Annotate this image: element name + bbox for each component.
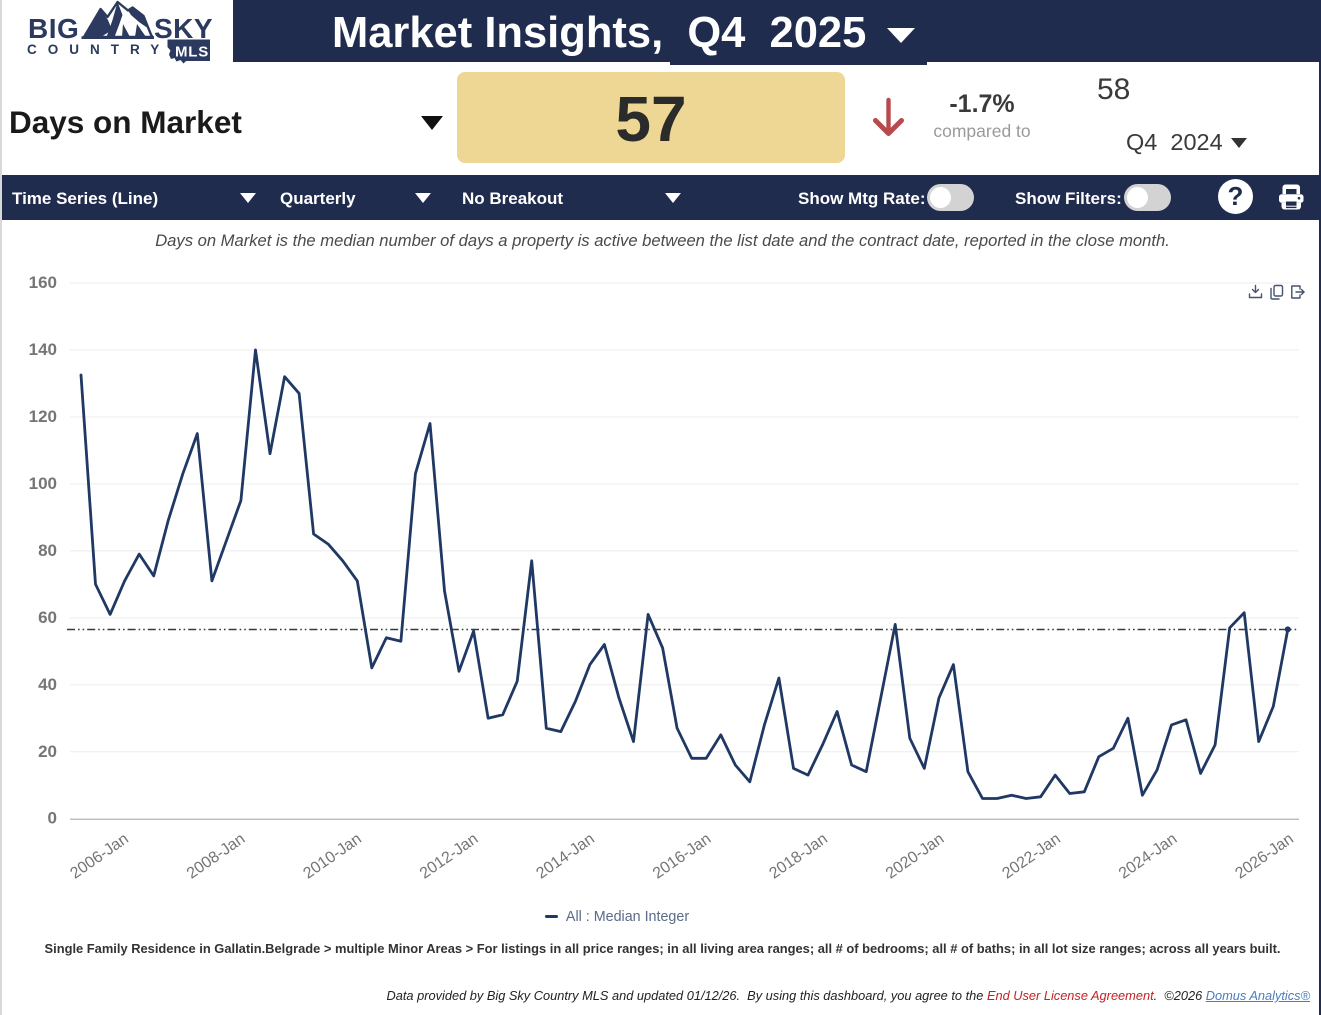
- svg-text:BIG: BIG: [28, 13, 79, 44]
- svg-text:2008-Jan: 2008-Jan: [184, 830, 248, 882]
- svg-text:2010-Jan: 2010-Jan: [300, 830, 364, 882]
- svg-text:2018-Jan: 2018-Jan: [766, 830, 830, 882]
- svg-text:SKY: SKY: [154, 13, 213, 44]
- svg-text:140: 140: [29, 340, 57, 359]
- svg-text:2012-Jan: 2012-Jan: [417, 830, 481, 882]
- svg-text:MLS: MLS: [175, 44, 209, 61]
- svg-text:2014-Jan: 2014-Jan: [533, 830, 597, 882]
- svg-text:COUNTRY: COUNTRY: [27, 42, 170, 57]
- svg-text:2006-Jan: 2006-Jan: [67, 830, 131, 882]
- svg-text:2026-Jan: 2026-Jan: [1232, 830, 1296, 882]
- svg-text:2024-Jan: 2024-Jan: [1116, 830, 1180, 882]
- svg-text:60: 60: [38, 608, 57, 627]
- svg-text:100: 100: [29, 474, 57, 493]
- svg-text:120: 120: [29, 407, 57, 426]
- svg-text:160: 160: [29, 273, 57, 292]
- svg-text:2020-Jan: 2020-Jan: [883, 830, 947, 882]
- svg-text:20: 20: [38, 742, 57, 761]
- svg-text:0: 0: [48, 809, 57, 828]
- svg-text:2016-Jan: 2016-Jan: [650, 830, 714, 882]
- svg-text:80: 80: [38, 541, 57, 560]
- svg-text:40: 40: [38, 675, 57, 694]
- svg-text:2022-Jan: 2022-Jan: [999, 830, 1063, 882]
